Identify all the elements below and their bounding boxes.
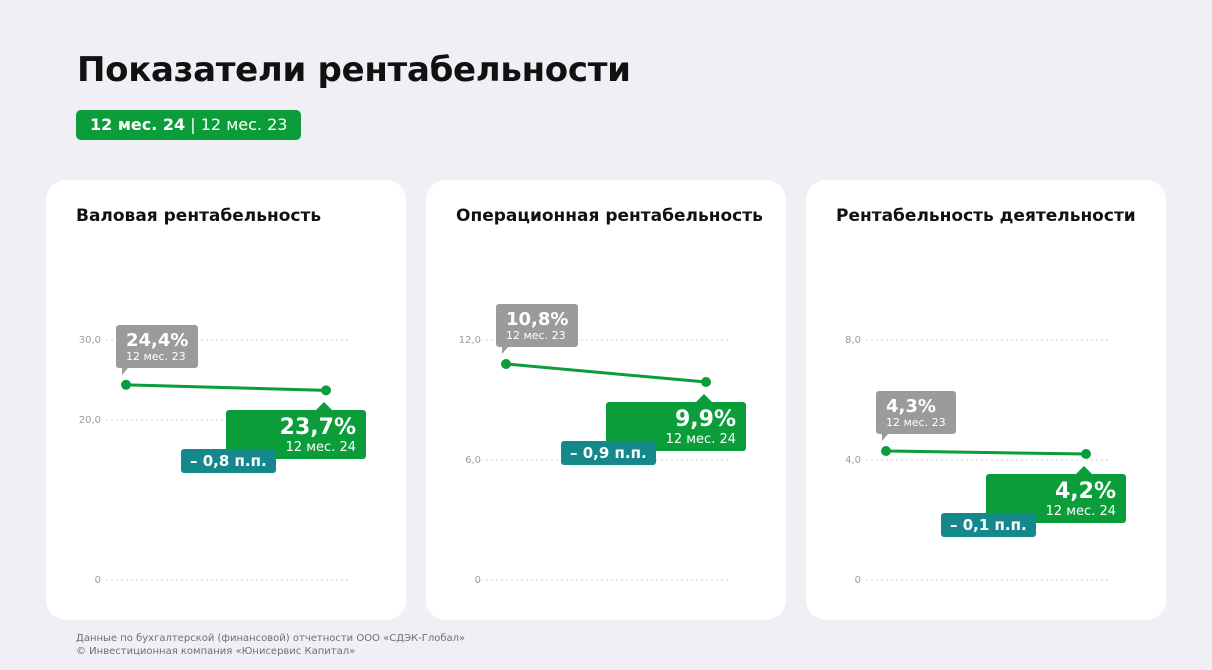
current-period: 12 мес. 24 xyxy=(665,432,736,447)
delta-badge: – 0,8 п.п. xyxy=(181,449,276,474)
data-point-previous xyxy=(121,379,131,390)
page-title: Показатели рентабельности xyxy=(77,50,631,90)
previous-value: 24,4% xyxy=(126,329,189,351)
previous-value-callout: 10,8% 12 мес. 23 xyxy=(496,304,579,354)
chart-card-operating-margin: 0 6,0 12,0 Операционная рентабельность 10,… xyxy=(426,180,786,620)
current-value-callout: 4,2% 12 мес. 24 xyxy=(986,466,1126,523)
chart-card-gross-margin: 0 20,0 30,0 Валовая рентабельность 24,4% 1… xyxy=(46,180,406,620)
previous-period: 12 мес. 23 xyxy=(886,416,946,429)
previous-value: 4,3% xyxy=(886,396,936,417)
series-line xyxy=(125,383,327,392)
data-point-previous xyxy=(501,359,511,369)
period-previous: 12 мес. 23 xyxy=(200,115,288,134)
period-separator: | xyxy=(190,115,196,134)
series-line xyxy=(885,449,1087,456)
footer-copyright: © Инвестиционная компания «Юнисервис Кап… xyxy=(76,646,356,657)
data-point-current xyxy=(1081,449,1091,459)
delta-badge: – 0,9 п.п. xyxy=(561,441,656,465)
data-point-previous xyxy=(881,446,891,456)
y-tick-label: 0 xyxy=(475,575,481,586)
previous-value: 10,8% xyxy=(506,309,569,330)
y-tick-label: 6,0 xyxy=(465,455,481,466)
operating-margin-chart: 0 6,0 12,0 xyxy=(459,335,728,586)
chart-title: Операционная рентабельность xyxy=(456,206,763,226)
activity-margin-chart: 0 4,0 8,0 xyxy=(845,335,1108,586)
chart-title: Рентабельность деятельности xyxy=(836,206,1136,226)
previous-period: 12 мес. 23 xyxy=(506,329,566,342)
y-tick-label: 30,0 xyxy=(79,335,101,346)
current-value: 4,2% xyxy=(1054,479,1116,504)
current-value: 23,7% xyxy=(279,415,356,441)
y-tick-label: 8,0 xyxy=(845,335,861,346)
period-current: 12 мес. 24 xyxy=(90,115,186,134)
current-period: 12 мес. 24 xyxy=(285,440,356,456)
current-value: 9,9% xyxy=(674,407,736,432)
y-tick-label: 20,0 xyxy=(79,415,101,426)
y-tick-label: 12,0 xyxy=(459,335,481,346)
previous-value-callout: 24,4% 12 мес. 23 xyxy=(116,324,199,375)
previous-period: 12 мес. 23 xyxy=(126,349,186,363)
current-period: 12 мес. 24 xyxy=(1045,504,1116,519)
y-tick-label: 0 xyxy=(855,575,861,586)
footer: Данные по бухгалтерской (финансовой) отч… xyxy=(76,632,465,658)
period-badge: 12 мес. 24 | 12 мес. 23 xyxy=(76,110,302,140)
y-tick-label: 0 xyxy=(95,575,101,586)
footer-source: Данные по бухгалтерской (финансовой) отч… xyxy=(76,633,466,644)
data-point-current xyxy=(321,385,331,396)
y-tick-label: 4,0 xyxy=(845,455,861,466)
chart-card-activity-margin: 0 4,0 8,0 Рентабельность деятельности 4,3%… xyxy=(806,180,1166,620)
series-line xyxy=(505,362,707,384)
previous-value-callout: 4,3% 12 мес. 23 xyxy=(876,391,956,441)
chart-title: Валовая рентабельность xyxy=(76,206,322,226)
gross-margin-chart: 0 20,0 30,0 xyxy=(79,335,348,586)
delta-badge: – 0,1 п.п. xyxy=(941,513,1036,537)
data-point-current xyxy=(701,377,711,387)
